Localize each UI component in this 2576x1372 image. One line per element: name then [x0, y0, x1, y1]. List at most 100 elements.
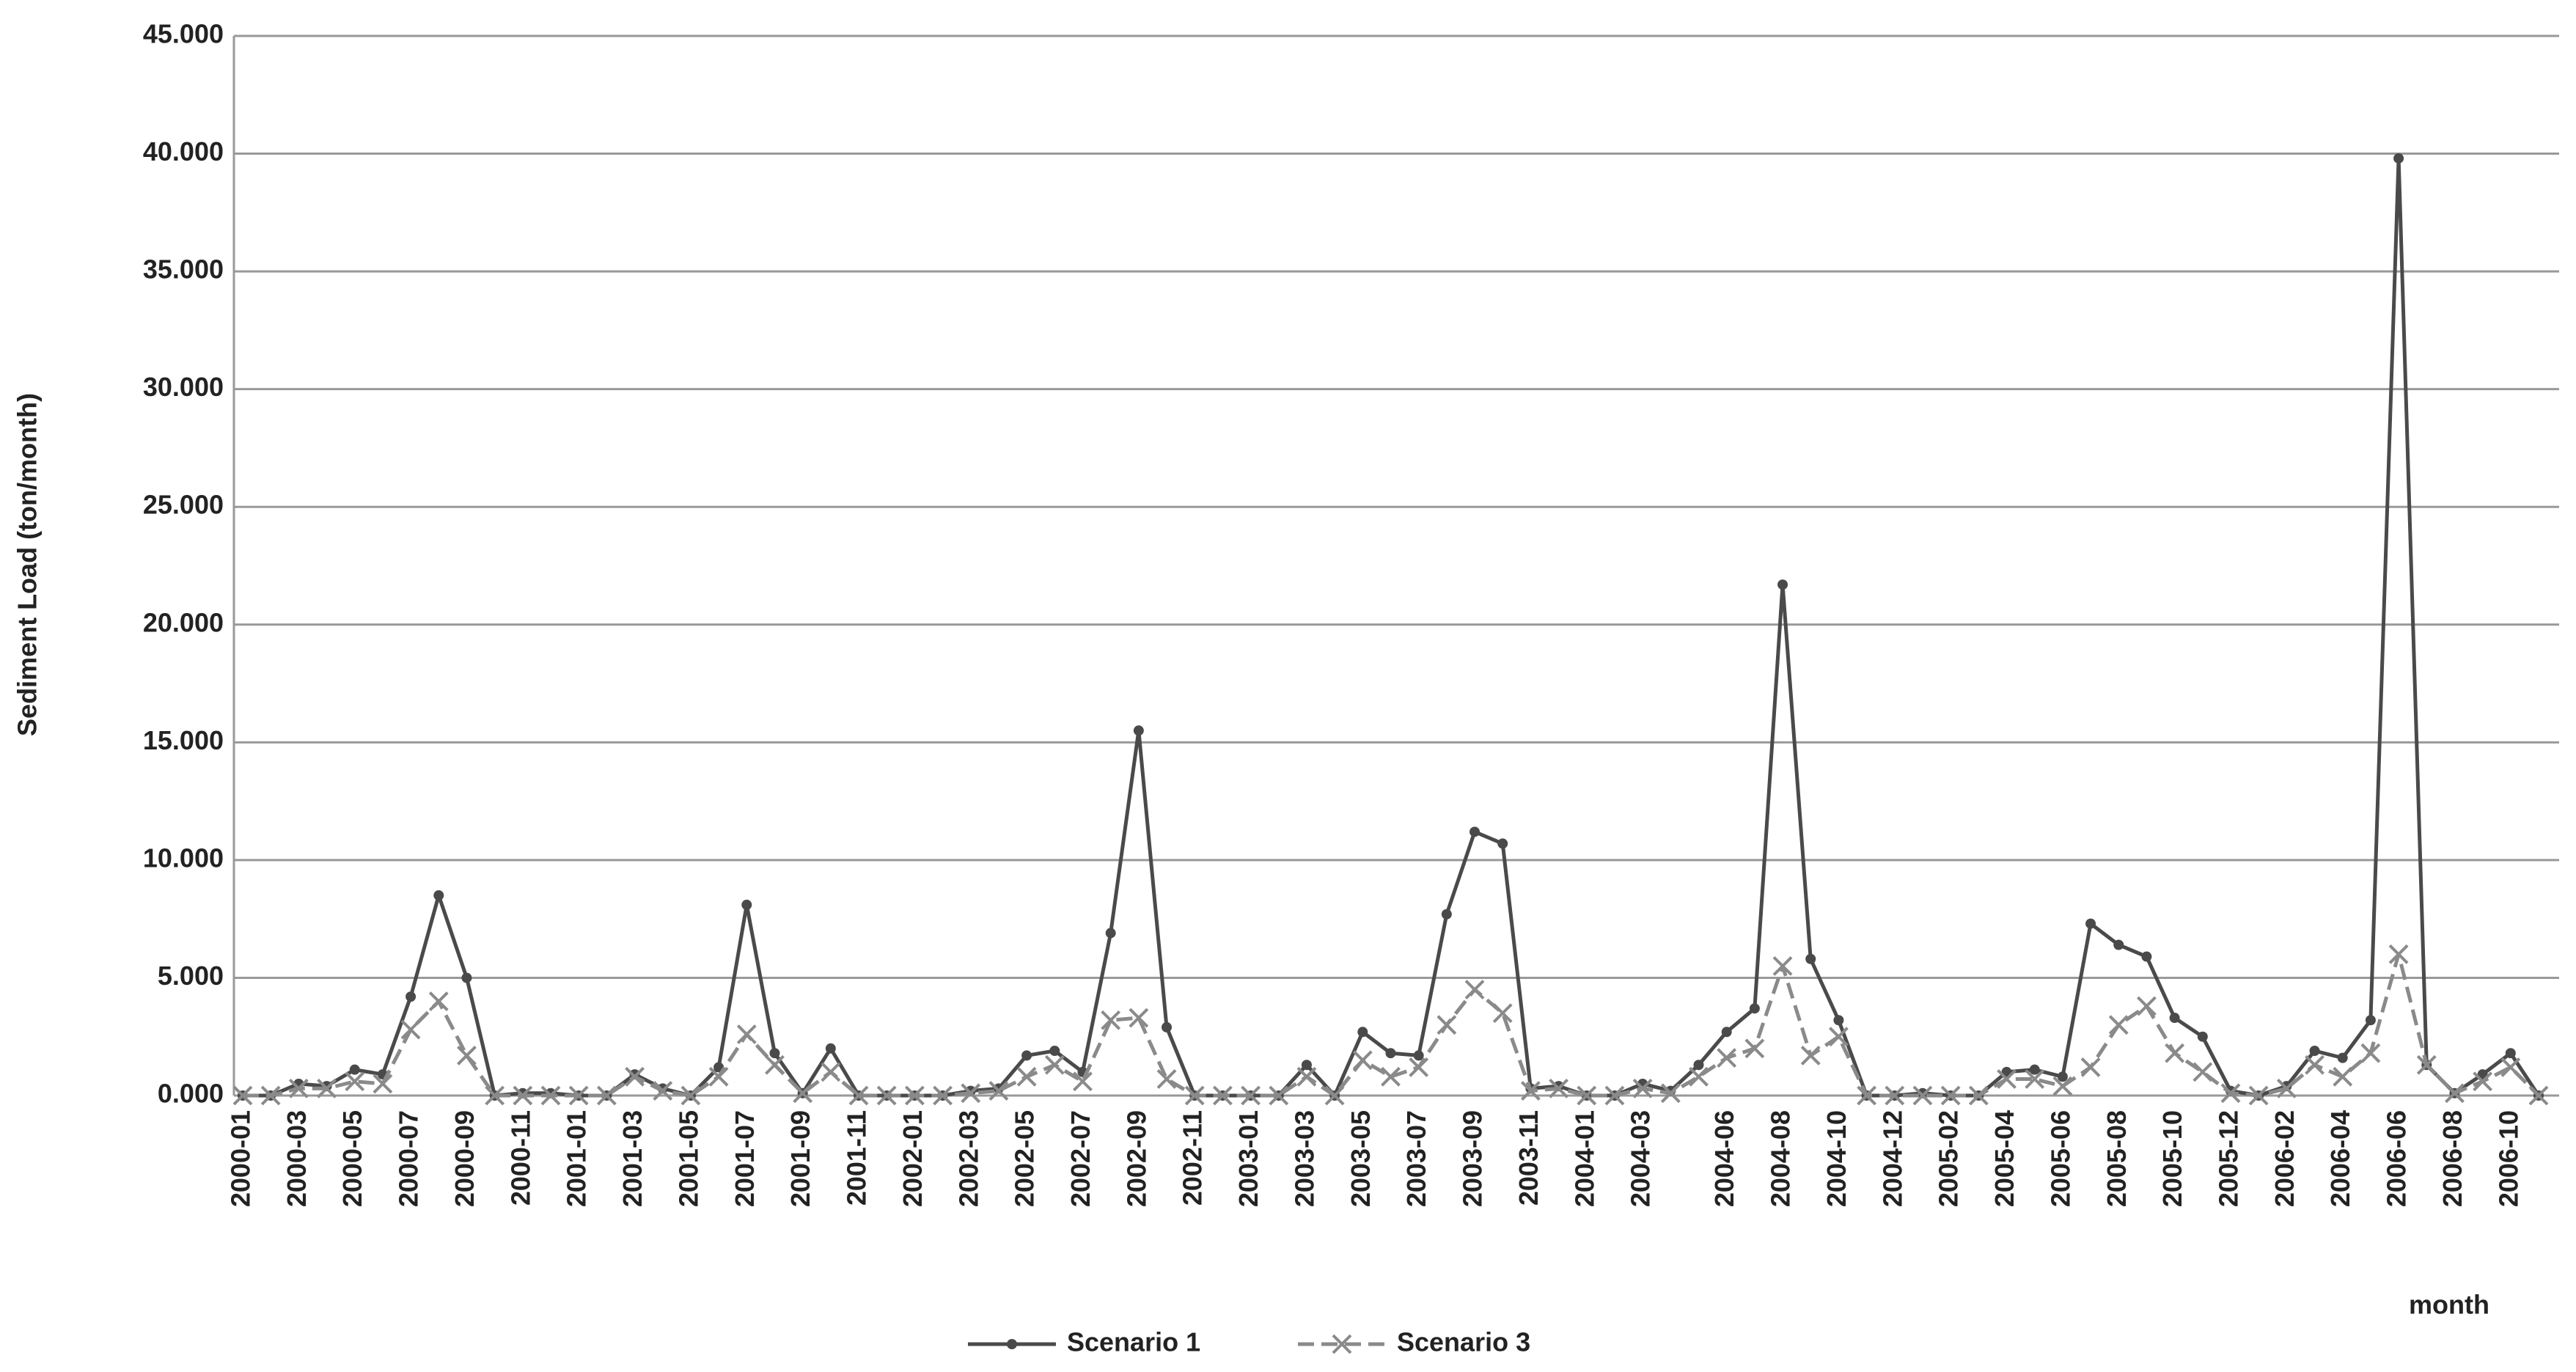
x-tick-label: 2000-03	[282, 1110, 312, 1207]
x-tick-label: 2002-11	[1178, 1110, 1208, 1206]
data-point	[1016, 1066, 1037, 1087]
data-point	[1352, 1050, 1373, 1071]
data-point	[461, 972, 472, 983]
data-point	[741, 899, 752, 910]
data-point	[993, 1083, 1004, 1094]
data-point	[2248, 1085, 2269, 1106]
data-point	[1385, 1048, 1396, 1059]
data-point	[1693, 1060, 1704, 1071]
data-point	[988, 1081, 1009, 1101]
data-point	[2305, 1054, 2324, 1075]
data-point	[1577, 1085, 1597, 1106]
data-point	[1777, 579, 1788, 590]
data-point	[1940, 1085, 1961, 1106]
data-point	[317, 1078, 337, 1098]
data-point	[1744, 1038, 1765, 1059]
x-tick-label: 2003-07	[1401, 1110, 1431, 1207]
data-point	[345, 1071, 365, 1092]
y-tick-label: 0.000	[158, 1079, 224, 1109]
data-point	[1129, 1008, 1149, 1028]
data-point	[1497, 838, 1508, 849]
data-point	[2309, 1045, 2320, 1056]
x-tick-label: 2005-12	[2214, 1110, 2244, 1207]
x-tick-label: 2003-01	[1233, 1110, 1263, 1207]
data-point	[1381, 1066, 1401, 1087]
x-tick-label: 2001-01	[562, 1110, 592, 1207]
x-tick-label: 2006-04	[2325, 1110, 2355, 1207]
data-point	[2388, 944, 2409, 964]
y-tick-label: 10.000	[143, 843, 224, 873]
y-tick-label: 5.000	[158, 961, 224, 991]
data-point	[653, 1081, 673, 1101]
legend-marker	[1332, 1334, 1352, 1354]
x-tick-label: 2006-06	[2382, 1110, 2412, 1207]
x-tick-label: 2003-05	[1346, 1110, 1376, 1207]
data-point	[1296, 1066, 1317, 1087]
data-point	[848, 1085, 869, 1106]
legend-label: Scenario 3	[1397, 1327, 1530, 1357]
x-tick-label: 2002-03	[953, 1110, 983, 1207]
data-point	[1269, 1085, 1289, 1106]
data-point	[1184, 1085, 1205, 1106]
data-point	[1912, 1085, 1933, 1106]
data-point	[876, 1085, 897, 1106]
legend-marker	[1007, 1339, 1017, 1349]
x-tick-label: 2005-10	[2157, 1110, 2187, 1207]
data-point	[2445, 1083, 2465, 1104]
data-point	[2276, 1078, 2297, 1098]
x-tick-label: 2005-08	[2102, 1110, 2132, 1207]
data-point	[428, 991, 449, 1011]
data-point	[625, 1066, 645, 1087]
y-tick-label: 30.000	[143, 372, 224, 402]
data-point	[2500, 1057, 2521, 1077]
data-point	[1073, 1071, 1093, 1092]
data-point	[1660, 1083, 1681, 1104]
data-point	[2416, 1054, 2437, 1075]
data-point	[2360, 1043, 2381, 1063]
data-point	[1021, 1050, 1032, 1061]
data-point	[1800, 1045, 1821, 1065]
data-point	[1044, 1054, 1065, 1075]
x-tick-label: 2004-10	[1821, 1110, 1852, 1207]
data-point	[1241, 1085, 1261, 1106]
data-point	[904, 1085, 925, 1106]
data-point	[765, 1054, 785, 1075]
data-point	[1968, 1085, 1989, 1106]
data-point	[1324, 1085, 1345, 1106]
data-point	[2165, 1043, 2185, 1063]
x-tick-label: 2002-01	[898, 1110, 928, 1207]
data-point	[2085, 918, 2096, 929]
x-tick-label: 2002-07	[1065, 1110, 1096, 1207]
x-tick-label: 2006-10	[2493, 1110, 2523, 1207]
data-point	[1212, 1085, 1233, 1106]
data-point	[1156, 1069, 1177, 1089]
data-point	[2365, 1015, 2376, 1026]
data-point	[793, 1083, 813, 1104]
x-tick-label: 2000-09	[449, 1110, 480, 1207]
series-line	[243, 952, 2540, 1098]
data-point	[1549, 1078, 1569, 1098]
data-point	[1772, 955, 1793, 976]
data-point	[2025, 1069, 2045, 1089]
data-point	[2080, 1057, 2101, 1077]
x-tick-label: 2005-02	[1934, 1110, 1964, 1207]
data-point	[373, 1074, 393, 1094]
x-tick-label: 2006-08	[2437, 1110, 2467, 1207]
data-point	[2220, 1083, 2241, 1104]
data-point	[2473, 1071, 2493, 1092]
x-tick-label: 2000-05	[337, 1110, 367, 1207]
data-point	[349, 1064, 360, 1075]
data-point	[2393, 153, 2404, 164]
data-point	[1997, 1069, 2017, 1089]
x-tick-label: 2004-06	[1709, 1110, 1739, 1207]
data-point	[961, 1083, 981, 1104]
data-point	[1469, 826, 1480, 837]
data-point	[708, 1066, 729, 1087]
data-point	[1464, 980, 1485, 999]
data-point	[568, 1085, 589, 1106]
data-point	[2113, 939, 2124, 950]
data-point	[769, 1048, 780, 1059]
x-tick-label: 2001-05	[673, 1110, 703, 1207]
data-point	[513, 1085, 533, 1106]
